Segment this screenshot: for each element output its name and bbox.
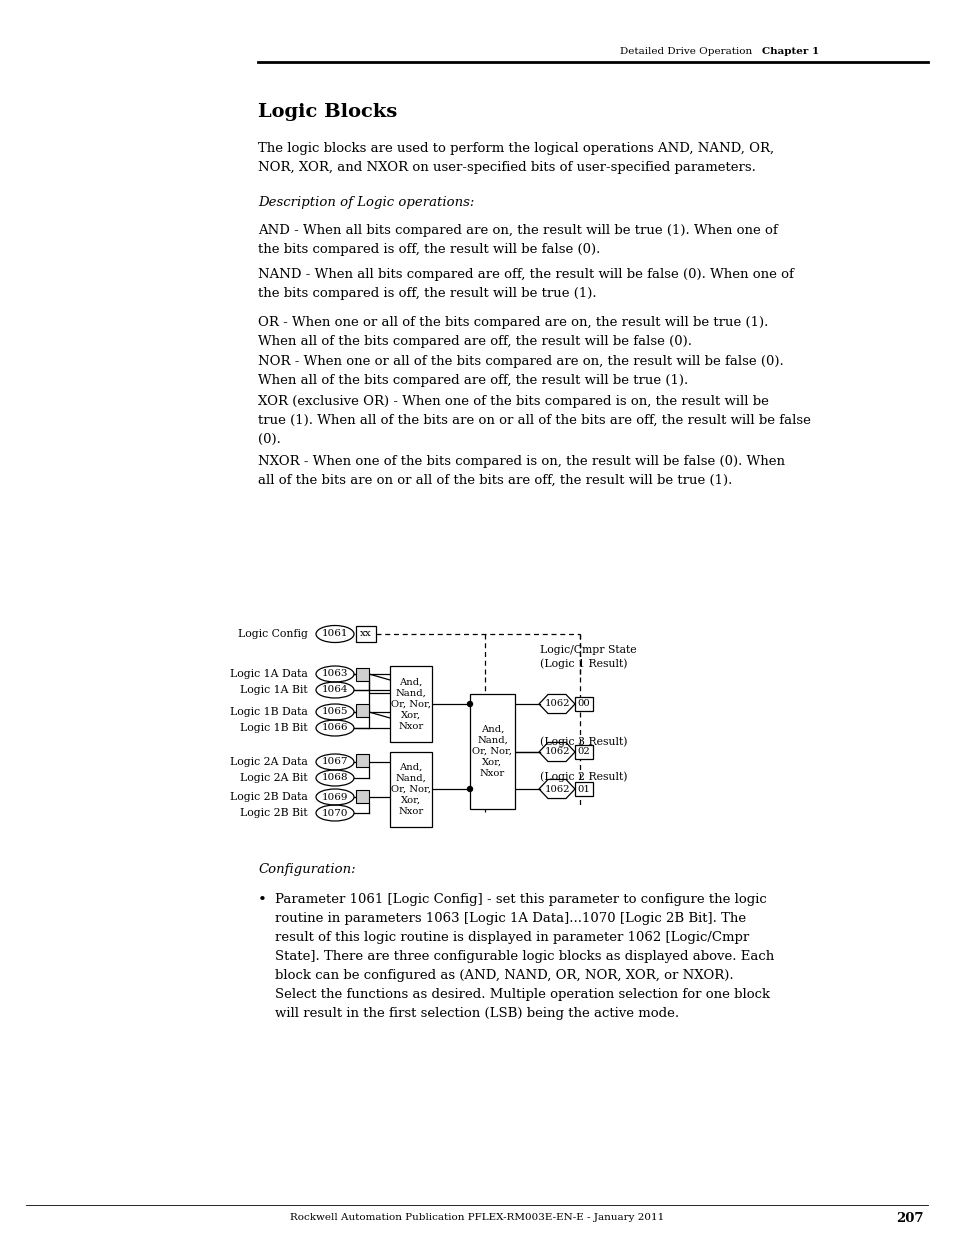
Text: XOR (exclusive OR) - When one of the bits compared is on, the result will be
tru: XOR (exclusive OR) - When one of the bit… — [257, 395, 810, 446]
Text: Description of Logic operations:: Description of Logic operations: — [257, 196, 474, 209]
Bar — [470, 694, 515, 809]
Text: (Logic 1 Result): (Logic 1 Result) — [539, 658, 627, 669]
Bar — [355, 626, 375, 642]
Text: Logic 2B Data: Logic 2B Data — [230, 792, 308, 802]
Text: And,
Nand,
Or, Nor,
Xor,
Nxor: And, Nand, Or, Nor, Xor, Nxor — [391, 677, 431, 731]
Text: Logic 2A Bit: Logic 2A Bit — [240, 773, 308, 783]
Text: 1068: 1068 — [321, 773, 348, 783]
Text: (Logic 3 Result): (Logic 3 Result) — [539, 737, 627, 747]
Text: NOR - When one or all of the bits compared are on, the result will be false (0).: NOR - When one or all of the bits compar… — [257, 354, 783, 387]
Text: And,
Nand,
Or, Nor,
Xor,
Nxor: And, Nand, Or, Nor, Xor, Nxor — [391, 763, 431, 816]
Text: NAND - When all bits compared are off, the result will be false (0). When one of: NAND - When all bits compared are off, t… — [257, 268, 793, 300]
Text: And,
Nand,
Or, Nor,
Xor,
Nxor: And, Nand, Or, Nor, Xor, Nxor — [472, 725, 512, 778]
Bar — [355, 668, 369, 680]
Text: Logic 1A Data: Logic 1A Data — [230, 669, 308, 679]
Text: 1067: 1067 — [321, 757, 348, 767]
Text: Detailed Drive Operation: Detailed Drive Operation — [619, 47, 752, 57]
Text: 1063: 1063 — [321, 669, 348, 678]
Text: 1065: 1065 — [321, 708, 348, 716]
Text: Logic/Cmpr State: Logic/Cmpr State — [539, 645, 636, 655]
Text: 1062: 1062 — [543, 699, 569, 709]
Text: Logic 2B Bit: Logic 2B Bit — [240, 808, 308, 818]
Circle shape — [467, 701, 472, 706]
Circle shape — [467, 787, 472, 792]
Bar — [575, 697, 593, 711]
Text: Logic 1B Bit: Logic 1B Bit — [240, 722, 308, 734]
Text: 207: 207 — [895, 1212, 923, 1224]
Text: 1062: 1062 — [543, 747, 569, 757]
Bar — [355, 755, 369, 767]
Text: 1062: 1062 — [543, 784, 569, 794]
Bar — [575, 745, 593, 760]
Text: Logic Blocks: Logic Blocks — [257, 103, 396, 121]
Bar — [355, 790, 369, 803]
Text: The logic blocks are used to perform the logical operations AND, NAND, OR,
NOR, : The logic blocks are used to perform the… — [257, 142, 773, 174]
Text: AND - When all bits compared are on, the result will be true (1). When one of
th: AND - When all bits compared are on, the… — [257, 224, 777, 256]
Text: 1070: 1070 — [321, 809, 348, 818]
Text: 02: 02 — [577, 747, 590, 757]
Text: Parameter 1061 [Logic Config] - set this parameter to configure the logic
routin: Parameter 1061 [Logic Config] - set this… — [274, 893, 774, 1020]
Text: (Logic 2 Result): (Logic 2 Result) — [539, 772, 627, 782]
Text: Logic 2A Data: Logic 2A Data — [230, 757, 308, 767]
Bar — [390, 752, 432, 827]
Text: Logic 1A Bit: Logic 1A Bit — [240, 685, 308, 695]
Text: 1064: 1064 — [321, 685, 348, 694]
Text: Logic Config: Logic Config — [238, 629, 308, 638]
Text: 01: 01 — [577, 784, 590, 794]
Text: 00: 00 — [577, 699, 590, 709]
Text: OR - When one or all of the bits compared are on, the result will be true (1).
W: OR - When one or all of the bits compare… — [257, 316, 767, 348]
Text: Logic 1B Data: Logic 1B Data — [230, 706, 308, 718]
Bar — [390, 666, 432, 742]
Bar — [575, 782, 593, 797]
Text: 1061: 1061 — [321, 630, 348, 638]
Text: Configuration:: Configuration: — [257, 863, 355, 876]
Bar — [355, 704, 369, 718]
Text: NXOR - When one of the bits compared is on, the result will be false (0). When
a: NXOR - When one of the bits compared is … — [257, 454, 784, 487]
Text: Rockwell Automation Publication PFLEX-RM003E-EN-E - January 2011: Rockwell Automation Publication PFLEX-RM… — [290, 1214, 663, 1223]
Text: 1069: 1069 — [321, 793, 348, 802]
Text: 1066: 1066 — [321, 724, 348, 732]
Text: xx: xx — [359, 630, 372, 638]
Text: •: • — [257, 893, 267, 906]
Text: Chapter 1: Chapter 1 — [761, 47, 819, 57]
